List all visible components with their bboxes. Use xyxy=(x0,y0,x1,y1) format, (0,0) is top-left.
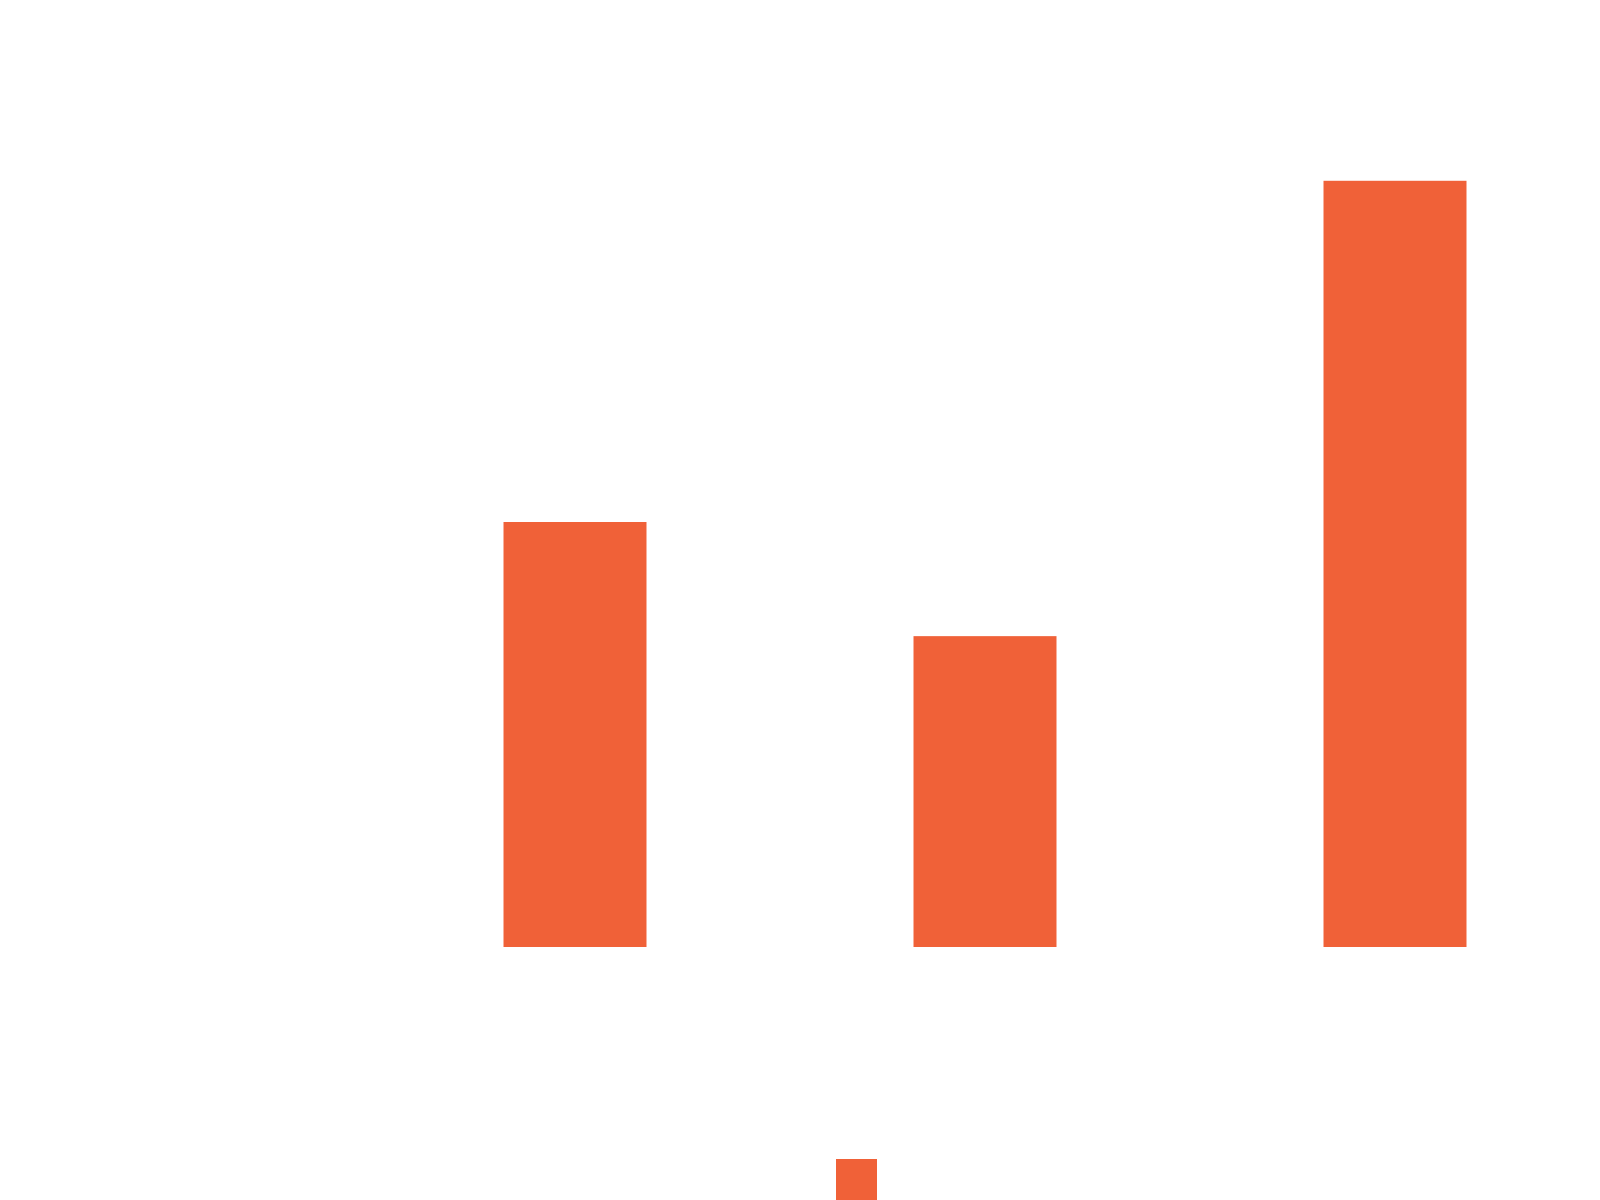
bar xyxy=(1323,180,1467,948)
legend xyxy=(836,1159,877,1200)
bars xyxy=(503,180,1467,948)
legend-swatch xyxy=(836,1159,877,1200)
bar xyxy=(913,636,1057,947)
bar xyxy=(503,522,647,947)
